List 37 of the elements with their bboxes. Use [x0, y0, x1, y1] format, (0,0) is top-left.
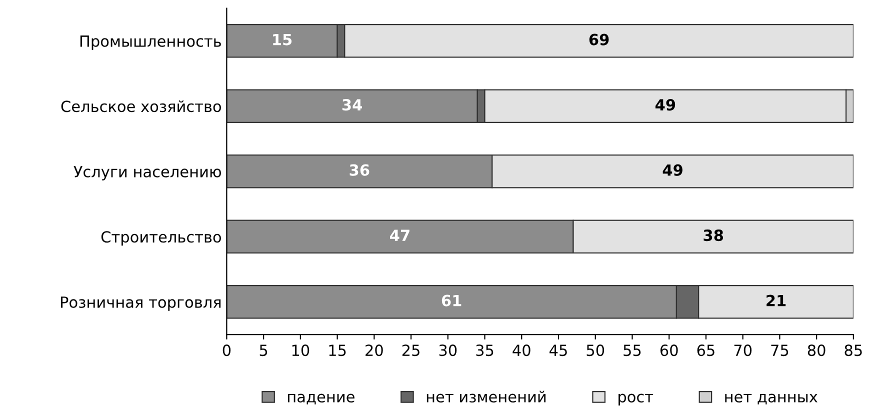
legend-label: рост	[618, 394, 654, 406]
data-label: 69	[589, 34, 609, 46]
data-label: 15	[273, 34, 292, 46]
data-label: 38	[704, 230, 724, 242]
legend-label: нет данных	[725, 394, 818, 404]
y-tick-label: Услуги населению	[74, 166, 221, 180]
x-tick-label: 10	[292, 344, 310, 356]
x-tick-label: 15	[329, 344, 346, 356]
y-tick-label: Строительство	[101, 231, 221, 246]
x-tick-label: 25	[402, 344, 420, 356]
y-tick-label: Сельское хозяйство	[61, 100, 221, 112]
legend-label: падение	[288, 394, 354, 404]
x-tick-label: 80	[808, 344, 826, 356]
y-tick-label: Розничная торговля	[61, 296, 221, 311]
data-label: 49	[655, 99, 676, 111]
data-label: 36	[350, 164, 370, 176]
data-label: 21	[766, 294, 786, 306]
x-tick-label: 40	[512, 344, 530, 356]
x-tick-label: 65	[697, 344, 714, 356]
data-label: 34	[342, 99, 362, 111]
x-tick-label: 5	[260, 344, 268, 356]
x-tick-label: 55	[624, 344, 641, 356]
data-label: 61	[442, 294, 462, 306]
x-tick-label: 45	[550, 344, 567, 356]
y-tick-label: Промышленность	[80, 36, 221, 50]
x-tick-label: 60	[660, 344, 678, 356]
legend-label: нет изменений	[426, 390, 546, 403]
x-tick-label: 70	[734, 344, 752, 356]
x-tick-label: 0	[222, 344, 231, 356]
x-tick-label: 30	[439, 344, 457, 356]
x-tick-label: 50	[586, 344, 604, 356]
x-tick-label: 20	[366, 344, 383, 356]
data-label: 49	[662, 164, 682, 176]
x-tick-label: 35	[476, 344, 494, 356]
data-label: 47	[390, 230, 410, 241]
x-tick-label: 75	[771, 344, 788, 356]
x-tick-label: 85	[844, 344, 862, 356]
